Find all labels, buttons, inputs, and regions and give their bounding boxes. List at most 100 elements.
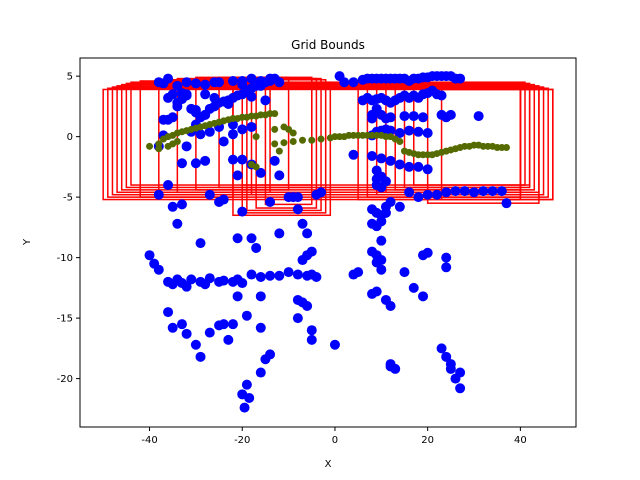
scatter-point — [186, 274, 197, 285]
scatter-point — [246, 73, 257, 84]
scatter-point — [227, 154, 238, 165]
scatter-point — [265, 270, 276, 281]
path-point — [173, 137, 181, 145]
grid-bound-box — [440, 88, 554, 201]
scatter-point — [190, 339, 201, 350]
scatter-point — [408, 282, 419, 293]
path-point — [271, 110, 279, 118]
path-point — [271, 125, 279, 133]
scatter-point — [371, 286, 382, 297]
scatter-point — [195, 238, 206, 249]
scatter-point — [227, 129, 238, 140]
x-axis: -40 -20 0 20 40 — [141, 427, 527, 446]
scatter-point — [209, 92, 220, 103]
scatter-point — [227, 75, 238, 86]
scatter-point — [227, 319, 238, 330]
path-point — [289, 129, 297, 137]
scatter-point — [487, 186, 498, 197]
scatter-point — [297, 218, 308, 229]
scatter-point — [348, 77, 359, 88]
scatter-point — [292, 313, 303, 324]
scatter-point — [255, 167, 266, 178]
scatter-point — [339, 77, 350, 88]
grid-bound-box — [255, 77, 318, 209]
scatter-point — [260, 95, 271, 106]
scatter-point — [376, 153, 387, 164]
path-point — [308, 136, 316, 144]
x-tick-label: 40 — [514, 435, 527, 446]
scatter-point — [385, 301, 396, 312]
scatter-point — [255, 291, 266, 302]
path-point — [317, 135, 325, 143]
scatter-point — [385, 196, 396, 207]
y-tick-label: -5 — [63, 193, 73, 204]
scatter-point — [292, 269, 303, 280]
scatter-point — [274, 170, 285, 181]
scatter-point — [239, 402, 250, 413]
x-tick-label: 20 — [421, 435, 434, 446]
scatter-point — [190, 78, 201, 89]
scatter-point — [436, 343, 447, 354]
scatter-point — [195, 129, 206, 140]
scatter-point — [176, 319, 187, 330]
scatter-point — [399, 111, 410, 122]
scatter-point — [167, 112, 178, 123]
scatter-point — [329, 339, 340, 350]
scatter-point — [241, 310, 252, 321]
scatter-point — [408, 111, 419, 122]
scatter-point — [200, 109, 211, 120]
scatter-point — [172, 80, 183, 91]
scatter-point — [190, 158, 201, 169]
scatter-point — [306, 334, 317, 345]
scatter-point — [163, 180, 174, 191]
scatter-point — [246, 121, 257, 132]
scatter-point — [422, 164, 433, 175]
scatter-point — [232, 233, 243, 244]
path-point — [252, 163, 260, 171]
scatter-point — [232, 291, 243, 302]
points-layer — [144, 71, 512, 413]
scatter-point — [181, 328, 192, 339]
scatter-point — [413, 126, 424, 137]
scatter-point — [302, 301, 313, 312]
scatter-point — [167, 322, 178, 333]
scatter-point — [181, 141, 192, 152]
scatter-point — [422, 189, 433, 200]
path-point — [252, 133, 260, 141]
path-point — [289, 137, 297, 145]
scatter-point — [204, 327, 215, 338]
scatter-point — [244, 392, 255, 403]
scatter-point — [176, 158, 187, 169]
y-tick-label: 0 — [67, 132, 73, 143]
scatter-point — [200, 155, 211, 166]
scatter-point — [274, 270, 285, 281]
plot-area — [102, 71, 554, 413]
scatter-point — [255, 75, 266, 86]
scatter-point — [311, 271, 322, 282]
scatter-point — [181, 77, 192, 88]
scatter-point — [237, 75, 248, 86]
scatter-point — [478, 186, 489, 197]
chart-title: Grid Bounds — [291, 38, 365, 52]
scatter-point — [413, 161, 424, 172]
scatter-point — [385, 125, 396, 136]
scatter-point — [441, 252, 452, 263]
scatter-point — [441, 351, 452, 362]
scatter-point — [404, 187, 415, 198]
scatter-point — [251, 242, 262, 253]
scatter-point — [223, 98, 234, 109]
scatter-point — [394, 128, 405, 139]
scatter-point — [367, 150, 378, 161]
scatter-point — [246, 269, 257, 280]
scatter-point — [218, 275, 229, 286]
scatter-point — [204, 126, 215, 137]
scatter-point — [302, 228, 313, 239]
scatter-point — [501, 198, 512, 209]
scatter-point — [455, 383, 466, 394]
path-point — [155, 145, 163, 153]
scatter-point — [190, 105, 201, 116]
scatter-point — [394, 201, 405, 212]
scatter-point — [153, 189, 164, 200]
scatter-point — [167, 201, 178, 212]
scatter-point — [385, 361, 396, 372]
